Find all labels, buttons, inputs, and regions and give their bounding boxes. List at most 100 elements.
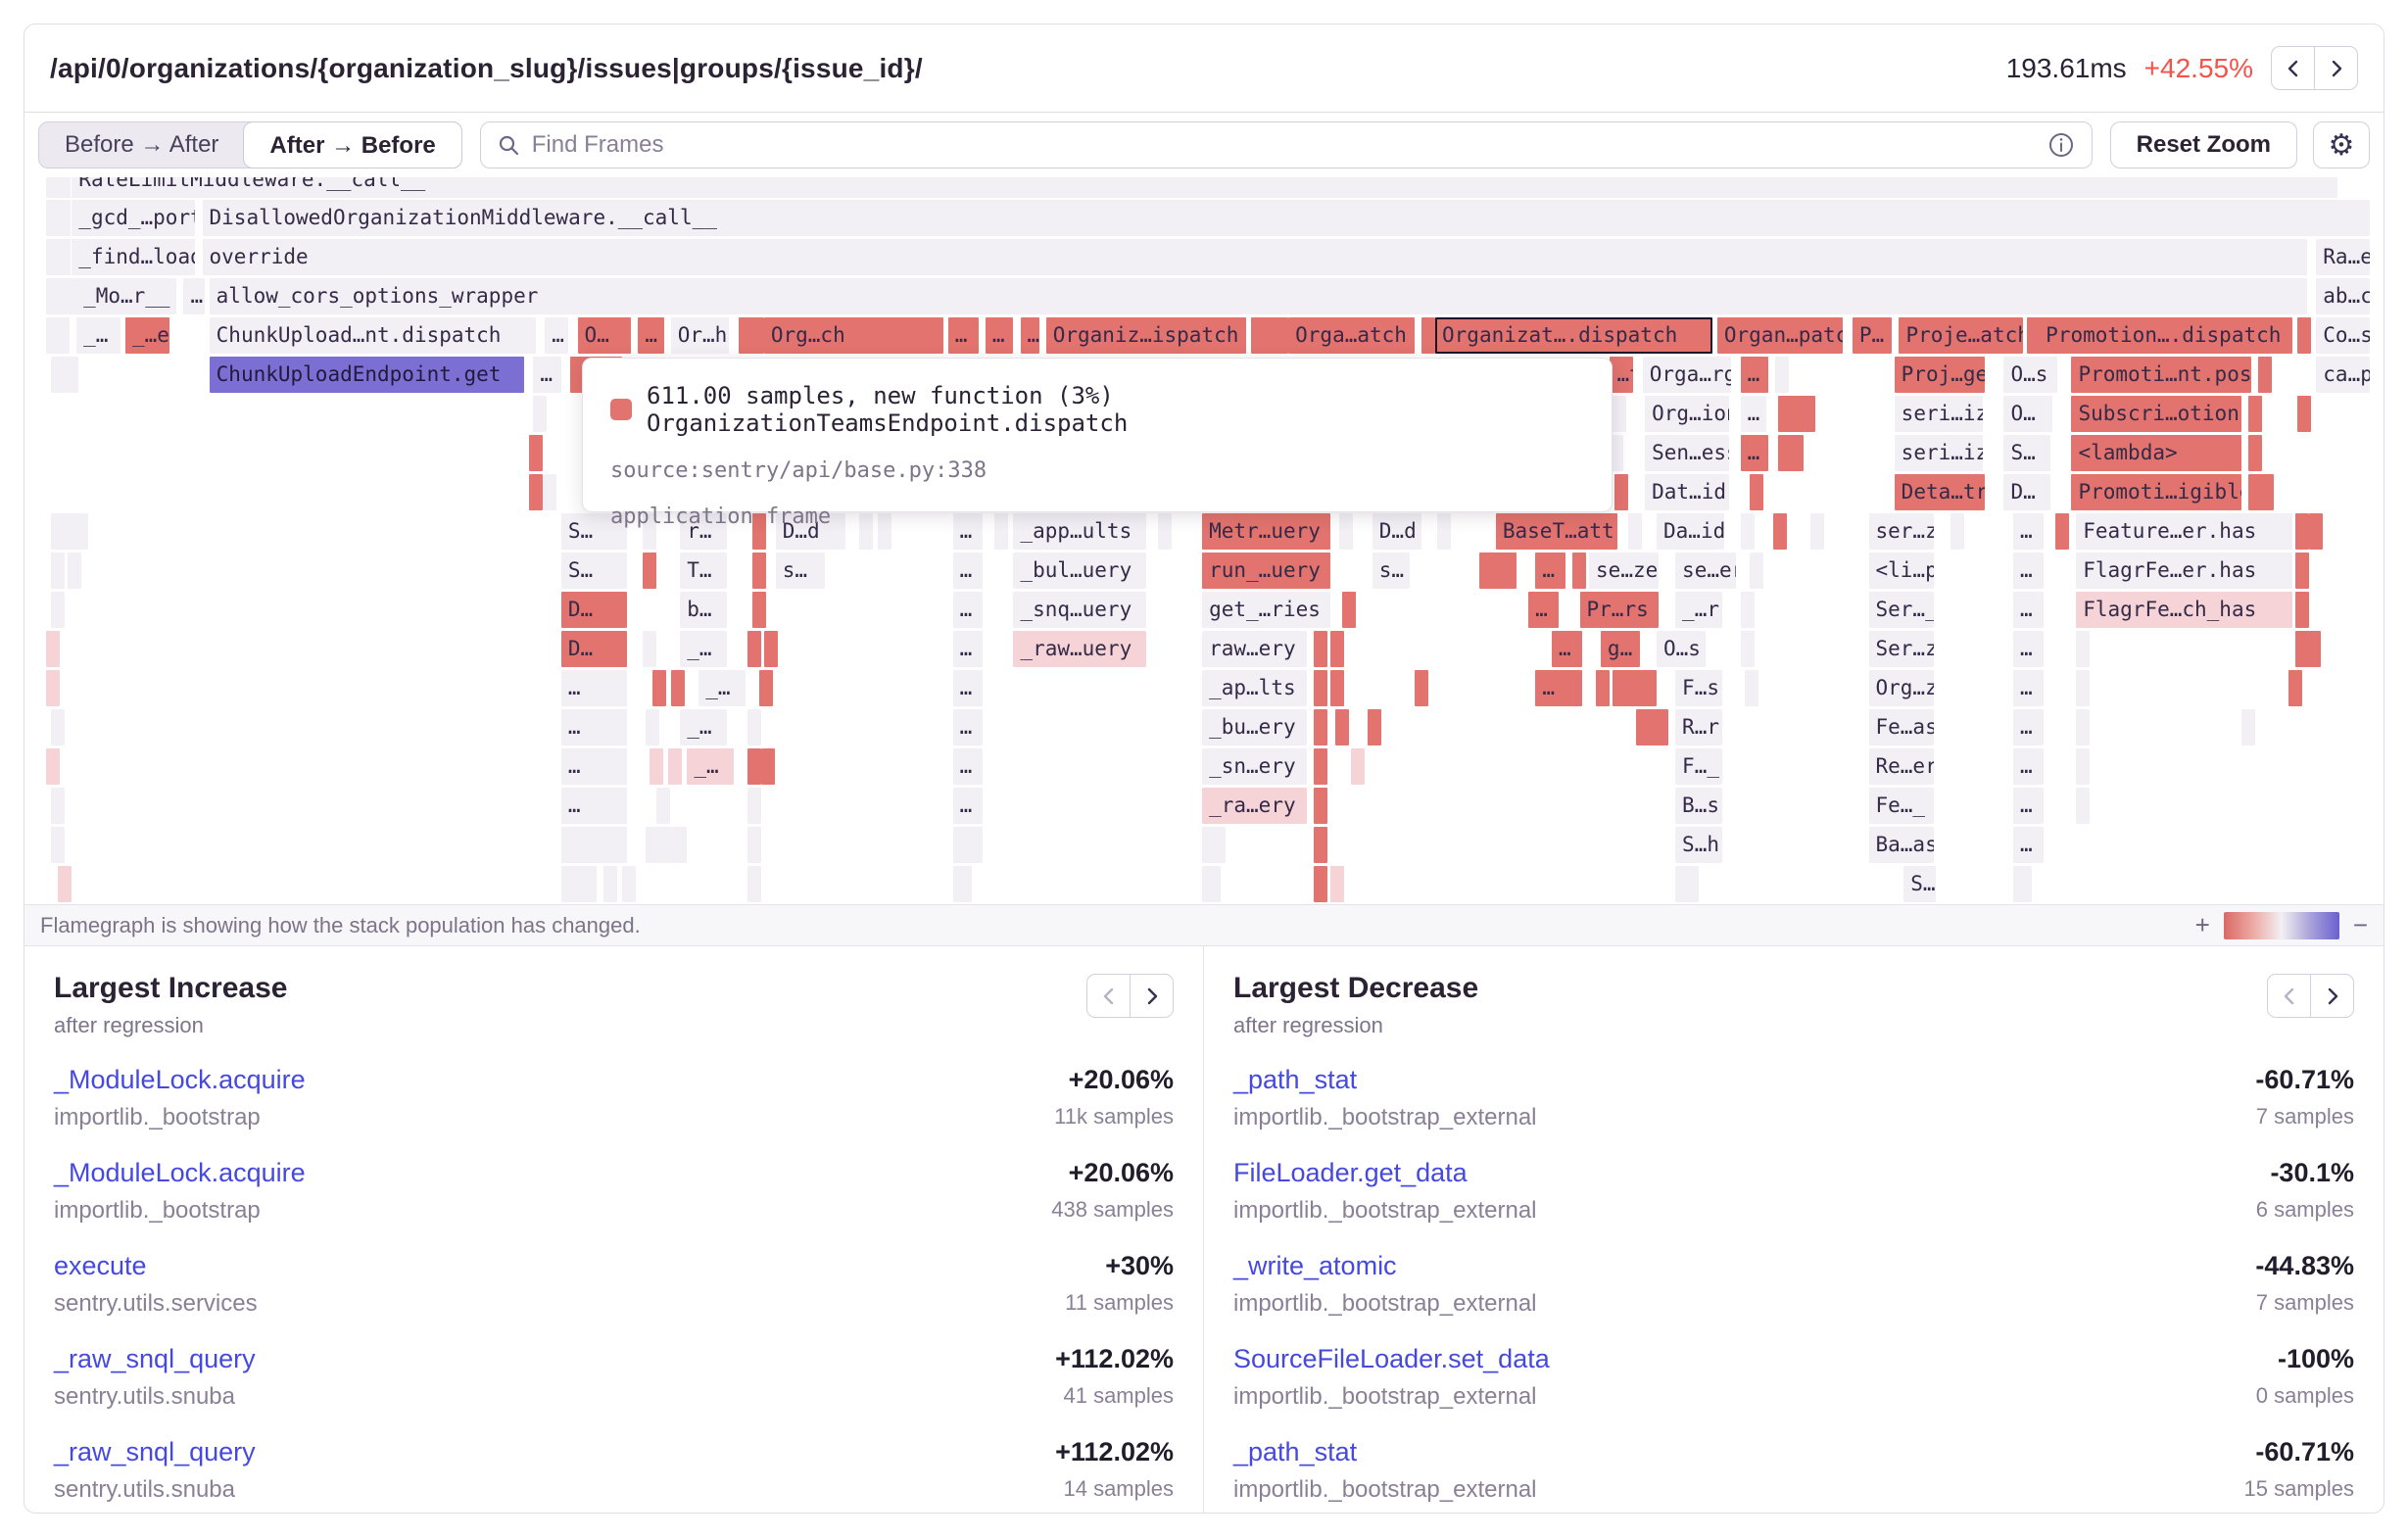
flame-frame[interactable] (50, 592, 65, 628)
flame-frame[interactable] (1745, 670, 1759, 706)
flame-frame[interactable] (1610, 396, 1627, 432)
flame-frame[interactable]: RateLimitMiddleware.__call__ (72, 177, 2337, 198)
flame-frame[interactable] (1274, 317, 1288, 354)
flame-frame[interactable]: Proj…get (1894, 357, 1986, 393)
flame-frame[interactable]: … (952, 592, 984, 628)
flame-frame[interactable] (2241, 709, 2256, 745)
flame-frame[interactable] (65, 357, 79, 393)
flame-frame[interactable] (1329, 670, 1344, 706)
flame-frame[interactable]: Ba…as (1868, 827, 1935, 863)
flame-frame[interactable]: ser…ze (1868, 513, 1935, 550)
flame-frame[interactable] (560, 827, 627, 863)
flame-frame[interactable] (528, 435, 543, 471)
flame-frame[interactable] (643, 631, 657, 667)
flame-frame[interactable]: ChunkUpload…nt.dispatch (209, 317, 536, 354)
flame-frame[interactable] (658, 827, 673, 863)
flame-frame[interactable]: Subscri…otions (2071, 396, 2242, 432)
flame-frame[interactable]: … (560, 709, 627, 745)
flame-frame[interactable] (560, 866, 597, 902)
flame-frame[interactable]: Org…ze (1868, 670, 1935, 706)
flame-frame[interactable]: Org…ion (1645, 396, 1729, 432)
flame-frame[interactable]: DisallowedOrganizationMiddleware.__call_… (202, 200, 2370, 236)
flame-frame[interactable]: _sn…ery (1202, 748, 1308, 785)
flame-frame[interactable]: _…e (125, 317, 170, 354)
flame-frame[interactable] (542, 474, 556, 510)
flame-frame[interactable]: _bu…ery (1202, 709, 1308, 745)
flame-frame[interactable] (2306, 631, 2321, 667)
flame-frame[interactable]: _… (76, 317, 121, 354)
flame-frame[interactable] (1157, 513, 1172, 550)
flame-frame[interactable] (670, 670, 685, 706)
flame-frame[interactable]: … (952, 788, 984, 824)
flame-frame[interactable] (1750, 474, 1764, 510)
flame-frame[interactable] (859, 513, 874, 550)
flame-frame[interactable]: _find…load (72, 239, 196, 275)
flame-frame[interactable]: Ra…ew (2316, 239, 2370, 275)
flame-frame[interactable] (673, 827, 688, 863)
flame-frame[interactable] (1572, 553, 1587, 589)
flame-frame[interactable]: Ser…__ (1868, 592, 1935, 628)
flame-frame[interactable]: ca…pt (2316, 357, 2370, 393)
flame-frame[interactable] (2076, 788, 2091, 824)
flame-frame[interactable]: … (952, 513, 984, 550)
decrease-prev-button[interactable] (2267, 974, 2311, 1018)
flame-frame[interactable] (2013, 866, 2033, 902)
flame-frame[interactable] (650, 748, 664, 785)
flame-frame[interactable] (1314, 670, 1328, 706)
flame-frame[interactable]: … (1740, 435, 1769, 471)
function-link[interactable]: _write_atomic (1233, 1251, 1397, 1280)
flame-frame[interactable]: Fe…_ (1868, 788, 1935, 824)
flame-frame[interactable] (2076, 709, 2091, 745)
flame-frame[interactable] (528, 474, 543, 510)
flame-frame[interactable]: override (202, 239, 2307, 275)
flame-frame[interactable] (46, 670, 61, 706)
flame-frame[interactable]: _ap…lts (1202, 670, 1308, 706)
flame-frame[interactable]: … (2013, 631, 2044, 667)
flame-frame[interactable]: … (2013, 592, 2044, 628)
flame-frame[interactable] (62, 513, 76, 550)
flame-frame[interactable]: Deta…trs (1894, 474, 1986, 510)
flame-frame[interactable] (763, 631, 778, 667)
flame-frame[interactable] (1503, 553, 1517, 589)
flame-frame[interactable]: _… (680, 709, 727, 745)
flame-frame[interactable]: … (952, 748, 984, 785)
flame-frame[interactable] (2309, 513, 2324, 550)
flame-frame[interactable] (1314, 827, 1328, 863)
flame-frame[interactable]: … (183, 278, 205, 314)
flame-frame[interactable] (50, 553, 65, 589)
function-link[interactable]: _ModuleLock.acquire (54, 1065, 306, 1094)
flame-frame[interactable]: _ra…ery (1202, 788, 1308, 824)
flame-frame[interactable]: Pr…rs (1579, 592, 1660, 628)
flame-frame[interactable] (878, 513, 892, 550)
flame-frame[interactable] (759, 670, 774, 706)
next-event-button[interactable] (2314, 46, 2358, 90)
flame-frame[interactable] (656, 788, 671, 824)
flame-frame[interactable] (2260, 474, 2275, 510)
flame-frame[interactable]: s… (1372, 553, 1410, 589)
flame-frame[interactable]: se…er (1675, 553, 1736, 589)
flame-frame[interactable] (65, 278, 79, 314)
flame-frame[interactable] (50, 827, 65, 863)
flame-frame[interactable]: … (560, 670, 627, 706)
flame-frame[interactable]: ChunkUploadEndpoint.get (209, 357, 524, 393)
flame-frame[interactable] (621, 866, 636, 902)
flame-frame[interactable] (643, 513, 657, 550)
flame-frame[interactable] (1314, 631, 1328, 667)
flame-frame[interactable] (1810, 513, 1825, 550)
flame-frame[interactable]: … (952, 631, 984, 667)
flame-frame[interactable]: run_…uery (1202, 553, 1330, 589)
flame-frame[interactable]: … (2013, 788, 2044, 824)
flame-frame[interactable]: F…_ (1675, 748, 1722, 785)
flame-frame[interactable]: … (638, 317, 664, 354)
flame-frame[interactable]: O…s (2003, 357, 2058, 393)
flame-frame[interactable] (751, 513, 766, 550)
flame-frame[interactable] (1414, 670, 1428, 706)
flame-frame[interactable] (50, 788, 65, 824)
flame-frame[interactable] (761, 748, 776, 785)
flame-frame[interactable] (751, 592, 766, 628)
flame-frame[interactable]: … (952, 670, 984, 706)
flame-frame[interactable] (1202, 866, 1222, 902)
flame-frame[interactable]: O… (2003, 396, 2053, 432)
flame-frame[interactable]: … (952, 709, 984, 745)
flame-frame[interactable]: … (1551, 631, 1582, 667)
